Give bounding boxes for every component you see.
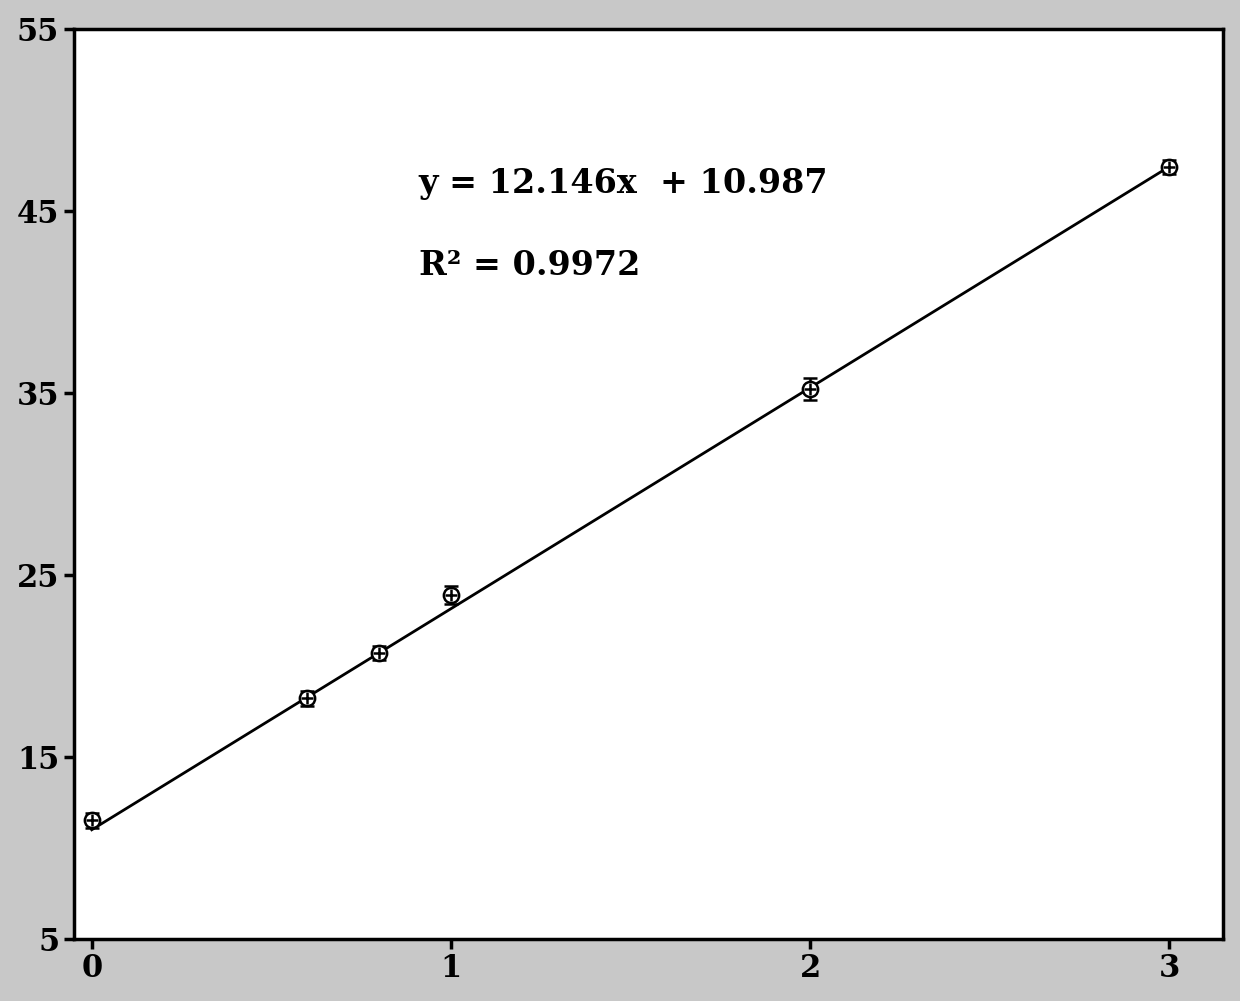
Text: y = 12.146x  + 10.987: y = 12.146x + 10.987 [419, 167, 828, 200]
Text: R² = 0.9972: R² = 0.9972 [419, 249, 640, 282]
